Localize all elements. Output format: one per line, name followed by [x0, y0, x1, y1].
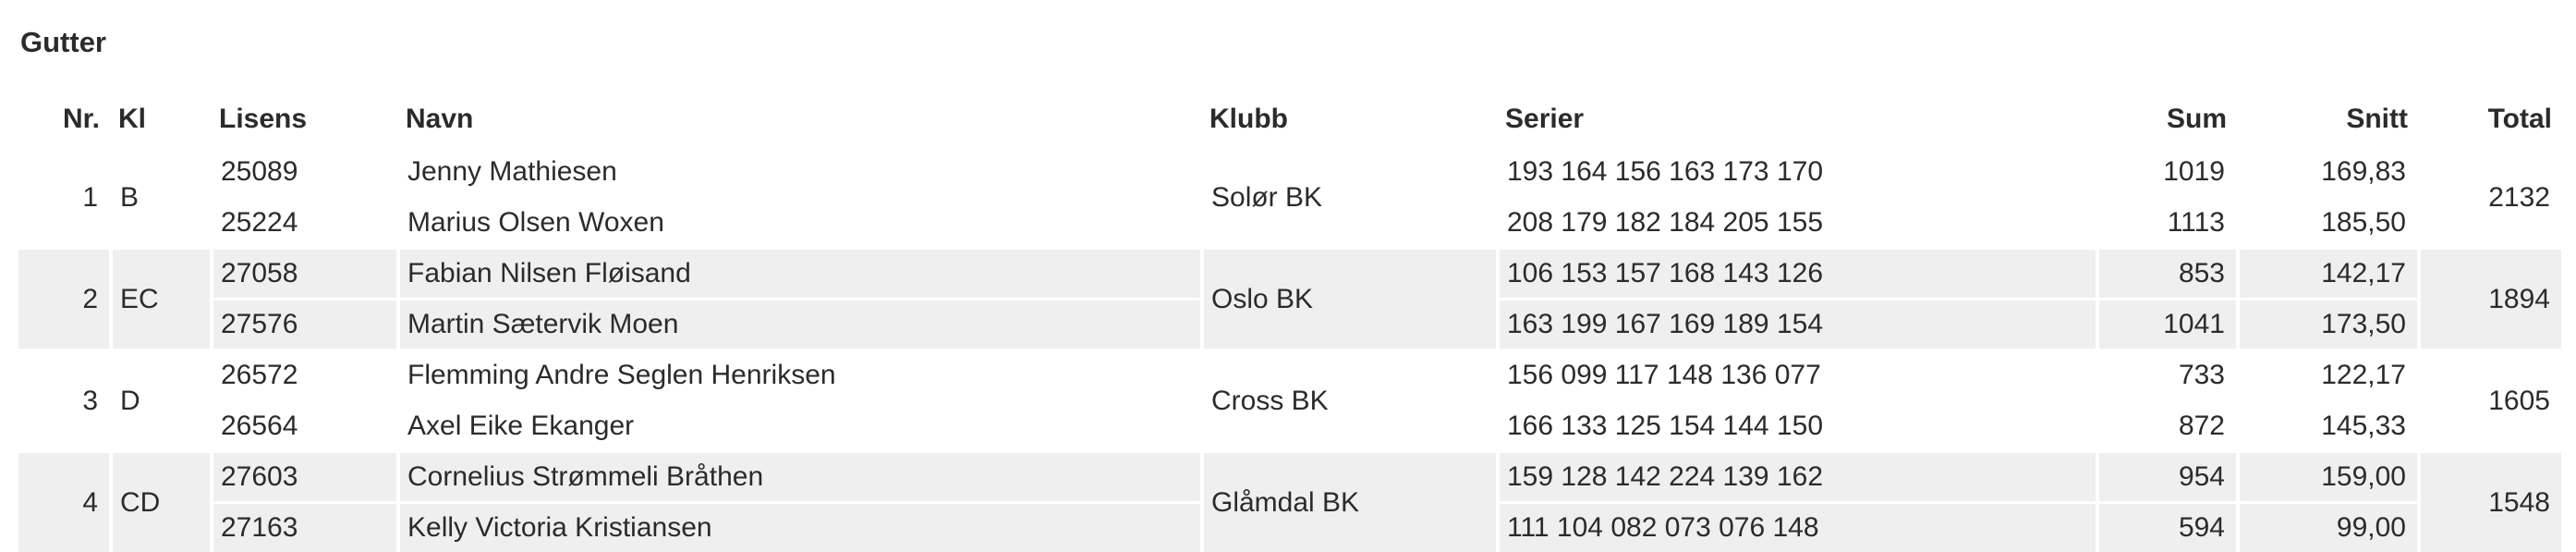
- team-class: CD: [111, 452, 212, 552]
- license: 27603: [212, 452, 398, 503]
- license: 26572: [212, 350, 398, 401]
- average: 99,00: [2238, 503, 2419, 552]
- column-header: Sum: [2097, 92, 2238, 147]
- team-class: EC: [111, 249, 212, 350]
- average: 122,17: [2238, 350, 2419, 401]
- player-name: Flemming Andre Seglen Henriksen: [398, 350, 1202, 401]
- series: 166 133 125 154 144 150: [1498, 401, 2097, 452]
- series: 159 128 142 224 139 162: [1498, 452, 2097, 503]
- column-header: Klubb: [1202, 92, 1498, 147]
- player-name: Kelly Victoria Kristiansen: [398, 503, 1202, 552]
- team-class: B: [111, 147, 212, 249]
- average: 159,00: [2238, 452, 2419, 503]
- average: 169,83: [2238, 147, 2419, 198]
- column-header: Snitt: [2238, 92, 2419, 147]
- license: 27576: [212, 300, 398, 350]
- sum: 1019: [2097, 147, 2238, 198]
- player-name: Cornelius Strømmeli Bråthen: [398, 452, 1202, 503]
- player-name: Marius Olsen Woxen: [398, 198, 1202, 249]
- team-total: 2132: [2419, 147, 2563, 249]
- series: 111 104 082 073 076 148: [1498, 503, 2097, 552]
- section-title: Gutter: [20, 26, 106, 59]
- license: 27058: [212, 249, 398, 300]
- sum: 1041: [2097, 300, 2238, 350]
- column-header: Lisens: [212, 92, 398, 147]
- player-name: Fabian Nilsen Fløisand: [398, 249, 1202, 300]
- team-number: 3: [17, 350, 111, 452]
- column-header: Nr.: [17, 92, 111, 147]
- player-name: Axel Eike Ekanger: [398, 401, 1202, 452]
- club: Solør BK: [1202, 147, 1498, 249]
- license: 27163: [212, 503, 398, 552]
- player-name: Martin Sætervik Moen: [398, 300, 1202, 350]
- series: 106 153 157 168 143 126: [1498, 249, 2097, 300]
- team-total: 1894: [2419, 249, 2563, 350]
- club: Glåmdal BK: [1202, 452, 1498, 552]
- team-number: 4: [17, 452, 111, 552]
- series: 156 099 117 148 136 077: [1498, 350, 2097, 401]
- sum: 853: [2097, 249, 2238, 300]
- license: 26564: [212, 401, 398, 452]
- column-header: Total: [2419, 92, 2563, 147]
- team-total: 1548: [2419, 452, 2563, 552]
- series: 163 199 167 169 189 154: [1498, 300, 2097, 350]
- column-header: Navn: [398, 92, 1202, 147]
- sum: 733: [2097, 350, 2238, 401]
- sum: 954: [2097, 452, 2238, 503]
- club: Oslo BK: [1202, 249, 1498, 350]
- average: 142,17: [2238, 249, 2419, 300]
- column-header: Kl: [111, 92, 212, 147]
- license: 25089: [212, 147, 398, 198]
- series: 193 164 156 163 173 170: [1498, 147, 2097, 198]
- sum: 1113: [2097, 198, 2238, 249]
- column-header: Serier: [1498, 92, 2097, 147]
- team-number: 1: [17, 147, 111, 249]
- team-number: 2: [17, 249, 111, 350]
- team-total: 1605: [2419, 350, 2563, 452]
- license: 25224: [212, 198, 398, 249]
- average: 173,50: [2238, 300, 2419, 350]
- series: 208 179 182 184 205 155: [1498, 198, 2097, 249]
- club: Cross BK: [1202, 350, 1498, 452]
- average: 145,33: [2238, 401, 2419, 452]
- sum: 872: [2097, 401, 2238, 452]
- player-name: Jenny Mathiesen: [398, 147, 1202, 198]
- team-class: D: [111, 350, 212, 452]
- sum: 594: [2097, 503, 2238, 552]
- average: 185,50: [2238, 198, 2419, 249]
